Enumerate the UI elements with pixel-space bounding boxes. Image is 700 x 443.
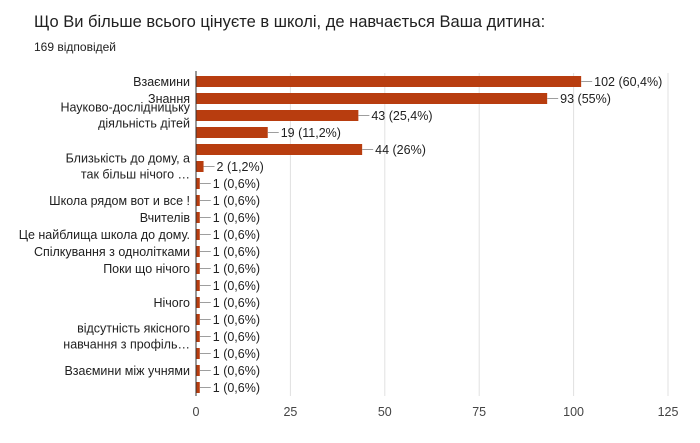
data-label: 1 (0,6%) xyxy=(213,228,260,242)
bar xyxy=(196,93,548,104)
bar xyxy=(196,212,200,223)
category-label: Знання xyxy=(148,92,190,106)
category-label: Взаємини xyxy=(133,75,190,89)
data-label: 43 (25,4%) xyxy=(371,109,432,123)
data-label: 1 (0,6%) xyxy=(213,364,260,378)
category-label: Вчителів xyxy=(140,211,191,225)
data-label: 44 (26%) xyxy=(375,143,426,157)
category-label: Поки що нічого xyxy=(103,262,190,276)
data-label: 1 (0,6%) xyxy=(213,347,260,361)
x-tick-label: 75 xyxy=(472,405,486,419)
bar xyxy=(196,331,200,342)
bar xyxy=(196,263,200,274)
bar xyxy=(196,110,359,121)
bar xyxy=(196,365,200,376)
data-label: 19 (11,2%) xyxy=(281,126,341,140)
data-label: 1 (0,6%) xyxy=(213,245,260,259)
x-tick-label: 125 xyxy=(658,405,679,419)
bar xyxy=(196,229,200,240)
category-label: Спілкування з однолітками xyxy=(34,245,190,259)
category-label: Взаємини між учнями xyxy=(64,364,190,378)
data-label: 102 (60,4%) xyxy=(594,75,662,89)
data-label: 2 (1,2%) xyxy=(217,160,264,174)
bar xyxy=(196,246,200,257)
bar xyxy=(196,127,268,138)
category-label: Науково-дослідницьку діяльність дітей xyxy=(60,101,190,131)
data-label: 1 (0,6%) xyxy=(213,330,260,344)
category-label: відсутність якісного навчання з профіль… xyxy=(63,322,190,352)
data-label: 1 (0,6%) xyxy=(213,177,260,191)
bar xyxy=(196,144,363,155)
response-count: 169 відповідей xyxy=(34,40,116,54)
bar xyxy=(196,280,200,291)
bar xyxy=(196,382,200,393)
x-tick-label: 25 xyxy=(283,405,297,419)
category-label: Нічого xyxy=(153,296,190,310)
data-label: 1 (0,6%) xyxy=(213,279,260,293)
bar xyxy=(196,297,200,308)
x-tick-label: 0 xyxy=(193,405,200,419)
bar xyxy=(196,314,200,325)
bar xyxy=(196,348,200,359)
data-label: 1 (0,6%) xyxy=(213,194,260,208)
data-label: 1 (0,6%) xyxy=(213,381,260,395)
bar xyxy=(196,161,204,172)
data-label: 1 (0,6%) xyxy=(213,296,260,310)
category-label: Це найблища школа до дому. xyxy=(19,228,190,242)
bar xyxy=(196,178,200,189)
data-label: 1 (0,6%) xyxy=(213,313,260,327)
x-tick-label: 50 xyxy=(378,405,392,419)
bar xyxy=(196,195,200,206)
bar xyxy=(196,76,582,87)
category-label: Близькість до дому, а так більш нічого … xyxy=(66,152,190,182)
data-label: 1 (0,6%) xyxy=(213,262,260,276)
data-label: 93 (55%) xyxy=(560,92,611,106)
data-label: 1 (0,6%) xyxy=(213,211,260,225)
category-label: Школа рядом вот и все ! xyxy=(49,194,190,208)
x-tick-label: 100 xyxy=(563,405,584,419)
chart-title: Що Ви більше всього цінуєте в школі, де … xyxy=(34,13,546,31)
